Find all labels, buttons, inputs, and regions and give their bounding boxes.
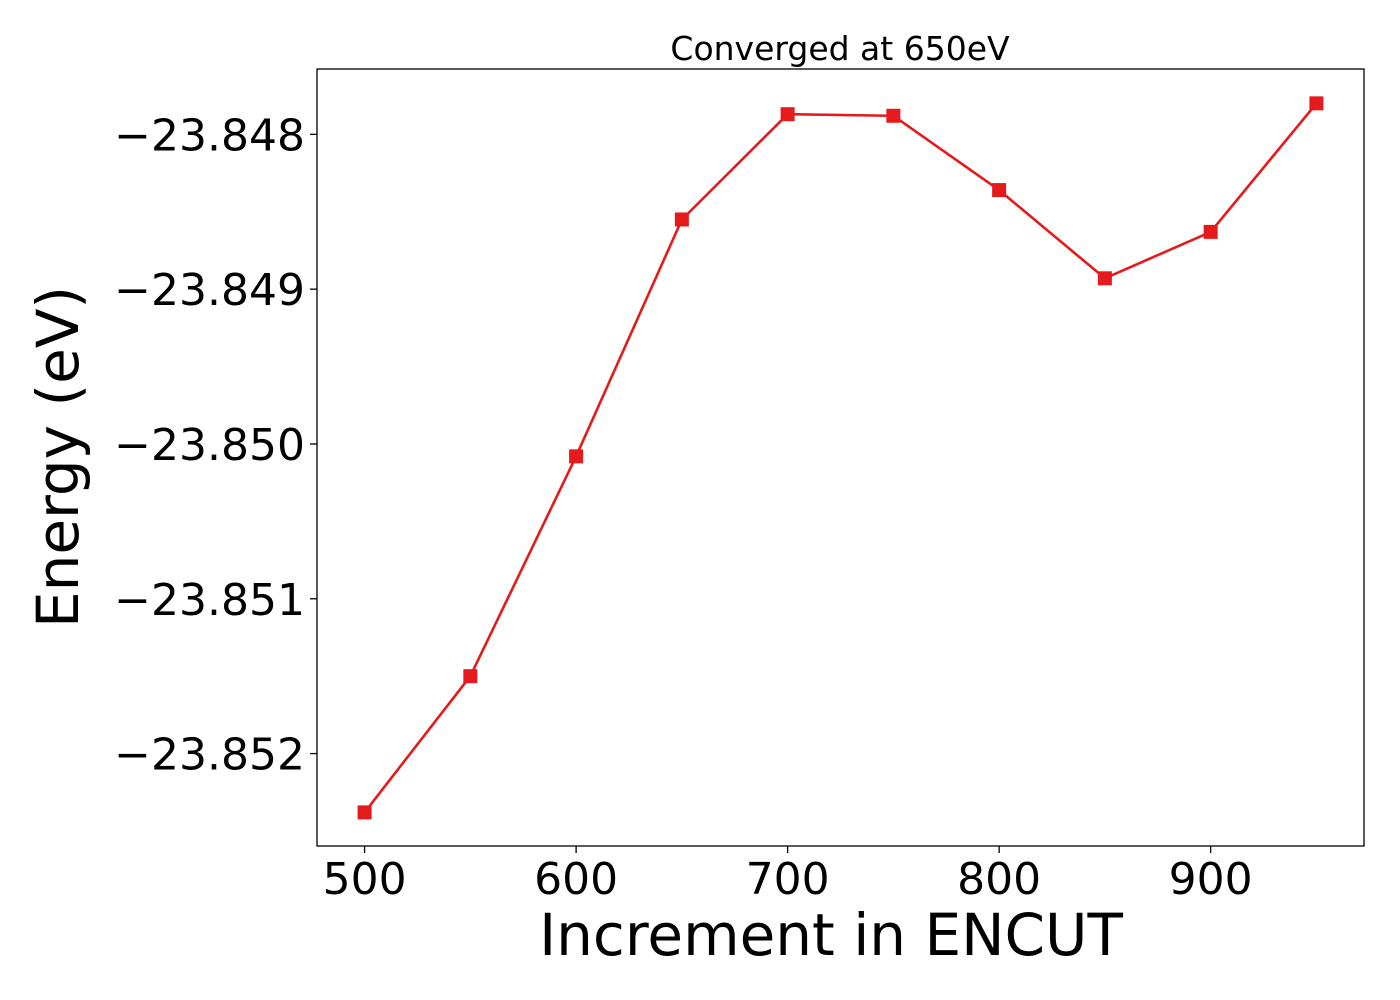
x-tick-label: 900 xyxy=(1169,854,1253,905)
y-tick-label: −23.851 xyxy=(114,575,305,626)
series-layer xyxy=(357,96,1324,820)
y-tick-label: −23.849 xyxy=(114,265,305,316)
x-tick-label: 700 xyxy=(746,854,830,905)
y-axis-label: Energy (eV) xyxy=(24,286,92,628)
data-point xyxy=(569,449,584,464)
x-tick-label: 600 xyxy=(534,854,618,905)
x-tick-label: 800 xyxy=(957,854,1041,905)
y-tick-label: −23.850 xyxy=(114,420,305,471)
ticks-layer: 500 600 700 800 900 −23.848 −23.849 −23.850 −23.… xyxy=(114,110,1252,905)
data-point xyxy=(992,183,1007,198)
plot-frame xyxy=(316,68,1365,847)
data-point xyxy=(886,108,901,123)
x-tick-label: 500 xyxy=(323,854,407,905)
data-point xyxy=(674,212,689,227)
data-point xyxy=(1203,224,1218,239)
data-point xyxy=(463,669,478,684)
data-point xyxy=(780,107,795,122)
data-point xyxy=(357,805,372,820)
series-line xyxy=(363,102,1318,814)
chart-title: Converged at 650eV xyxy=(670,29,1010,68)
y-tick-label: −23.852 xyxy=(114,730,305,781)
data-point xyxy=(1309,96,1324,111)
y-tick-label: −23.848 xyxy=(114,110,305,161)
data-point xyxy=(1097,271,1112,286)
x-axis-label: Increment in ENCUT xyxy=(539,901,1123,969)
